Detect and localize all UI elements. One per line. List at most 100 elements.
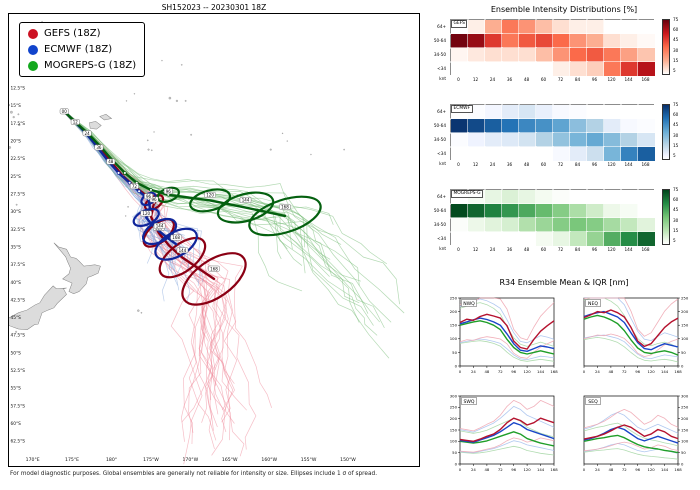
svg-text:168: 168	[281, 205, 289, 210]
svg-text:250: 250	[681, 295, 689, 300]
intensity-cell	[484, 217, 503, 233]
svg-text:144: 144	[661, 467, 669, 472]
svg-text:250: 250	[450, 405, 458, 410]
intensity-x-tick: 96	[591, 77, 598, 82]
svg-text:155°W: 155°W	[301, 457, 317, 463]
intensity-x-tick: 120	[607, 162, 616, 167]
intensity-cell	[501, 33, 520, 49]
intensity-cell	[637, 47, 656, 63]
svg-text:24: 24	[471, 369, 476, 374]
svg-text:24: 24	[471, 467, 476, 472]
svg-text:48: 48	[484, 369, 489, 374]
intensity-cell	[467, 146, 486, 162]
intensity-cell	[637, 146, 656, 162]
svg-text:144: 144	[537, 369, 545, 374]
hour-labels: 0012243648729612014416896120144168961201…	[59, 108, 291, 272]
svg-text:300: 300	[681, 393, 689, 398]
intensity-cell	[569, 61, 588, 77]
heatmap-model-label: GEFS	[451, 20, 468, 28]
intensity-x-tick: 12	[472, 162, 479, 167]
colorbar-tick: 5	[673, 238, 676, 243]
quadrant-label: SEQ	[588, 399, 598, 405]
svg-text:0: 0	[459, 369, 462, 374]
svg-text:96: 96	[146, 194, 152, 199]
svg-text:12.5°S: 12.5°S	[11, 86, 26, 92]
intensity-cell	[467, 231, 486, 247]
intensity-x-tick: 120	[607, 77, 616, 82]
ensemble-members-GEFS	[63, 110, 272, 465]
intensity-cell	[501, 47, 520, 63]
svg-text:72: 72	[622, 369, 627, 374]
intensity-cell	[637, 104, 656, 120]
intensity-cell	[450, 47, 469, 63]
intensity-cell	[518, 61, 537, 77]
intensity-cell	[518, 118, 537, 134]
svg-text:25°S: 25°S	[11, 174, 22, 180]
svg-text:60°S: 60°S	[11, 421, 22, 427]
intensity-cell	[620, 231, 639, 247]
svg-text:200: 200	[450, 416, 458, 421]
intensity-cell	[552, 231, 571, 247]
intensity-cell	[620, 104, 639, 120]
svg-text:250: 250	[681, 405, 689, 410]
intensity-cell	[569, 33, 588, 49]
intensity-cell	[450, 217, 469, 233]
intensity-cell	[620, 189, 639, 205]
intensity-x-tick: 72	[557, 162, 564, 167]
intensity-section-title: Ensemble Intensity Distributions [%]	[490, 5, 638, 14]
intensity-cell	[467, 217, 486, 233]
intensity-row-label: 50-64	[433, 37, 446, 43]
intensity-cell	[552, 104, 571, 120]
intensity-x-tick: 60	[540, 162, 547, 167]
colorbar-tick: 60	[673, 112, 679, 118]
svg-text:100: 100	[450, 439, 458, 444]
svg-text:57.5°S: 57.5°S	[11, 403, 26, 409]
intensity-x-tick: 24	[489, 162, 496, 167]
intensity-cell	[501, 203, 520, 219]
legend-label-gefs: GEFS (18Z)	[44, 28, 101, 39]
graticule-labels: 12.5°S 15°S 17.5°S 20°S 22.5°S 25°S 27.5°S 30°S…	[11, 86, 357, 463]
intensity-cell	[637, 61, 656, 77]
quadrant-label: SWQ	[463, 399, 474, 405]
colorbar-tick: 15	[673, 227, 679, 233]
svg-text:180°: 180°	[106, 457, 117, 463]
r34-section-title: R34 Ensemble Mean & IQR [nm]	[499, 278, 629, 287]
heatmap-model-label: ECMWF	[451, 105, 473, 113]
intensity-cell	[518, 203, 537, 219]
intensity-x-tick: 84	[574, 162, 581, 167]
legend-item-gefs: GEFS (18Z)	[28, 28, 136, 39]
intensity-cell	[586, 61, 605, 77]
colorbar-tick: 75	[673, 102, 679, 107]
intensity-cell	[450, 132, 469, 148]
heatmap-gefs: GEFS 64+ 50-64 34-50 <34 knt 0 12 24 36 48 60 72 84 96…	[430, 16, 698, 100]
intensity-cell	[603, 132, 622, 148]
intensity-cell	[535, 47, 554, 63]
intensity-cell	[518, 47, 537, 63]
intensity-cell	[569, 19, 588, 35]
intensity-x-tick: 144	[624, 247, 633, 252]
intensity-cell	[586, 118, 605, 134]
intensity-x-tick: 24	[489, 77, 496, 82]
intensity-cell	[569, 203, 588, 219]
intensity-cell	[484, 203, 503, 219]
intensity-x-tick: 72	[557, 77, 564, 82]
intensity-cell	[569, 189, 588, 205]
intensity-x-tick: 144	[624, 77, 633, 82]
intensity-cell	[603, 47, 622, 63]
intensity-x-tick: 168	[641, 162, 650, 167]
svg-text:0: 0	[583, 467, 586, 472]
svg-text:150: 150	[681, 323, 689, 328]
intensity-cell	[518, 189, 537, 205]
r34-chart-neq: 0 50 100 150 200 250 0 24 48 72 96 120 144 168 NEQ	[580, 292, 698, 382]
intensity-cell	[552, 61, 571, 77]
intensity-cell	[569, 146, 588, 162]
svg-text:150: 150	[681, 427, 689, 432]
intensity-cell	[569, 231, 588, 247]
intensity-cell	[586, 146, 605, 162]
intensity-cell	[501, 231, 520, 247]
intensity-x-tick: 24	[489, 247, 496, 252]
intensity-cell	[518, 104, 537, 120]
svg-text:160°W: 160°W	[261, 457, 277, 463]
intensity-cell	[603, 61, 622, 77]
legend-item-mogreps: MOGREPS-G (18Z)	[28, 60, 136, 71]
